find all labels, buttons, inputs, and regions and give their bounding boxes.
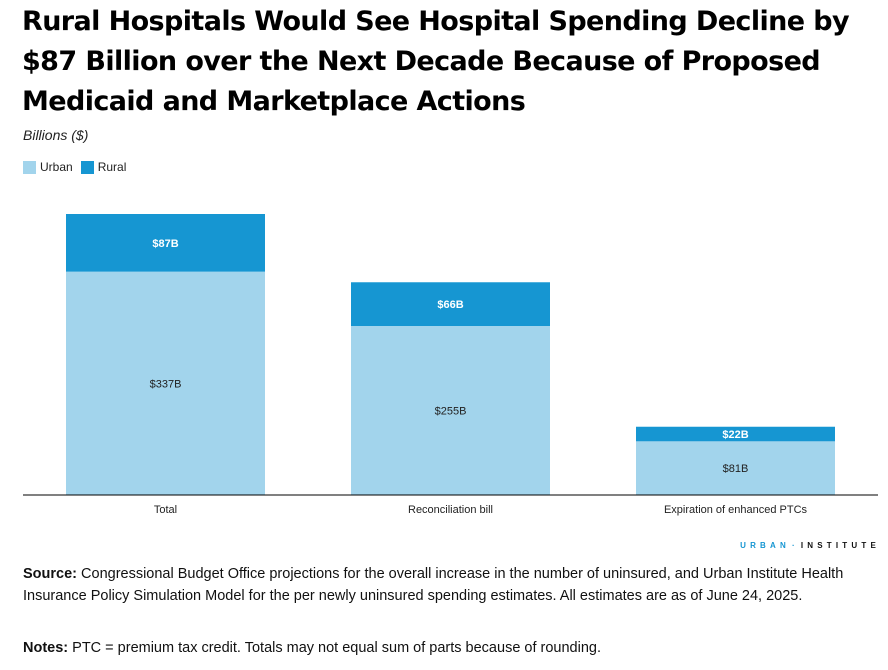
notes-text: PTC = premium tax credit. Totals may not…	[68, 640, 601, 656]
legend-item-urban: Urban	[23, 160, 73, 174]
legend-label-rural: Rural	[97, 160, 127, 174]
data-label-rural-3: $22B	[722, 429, 748, 441]
bar-rural-3	[636, 426, 835, 442]
data-label-urban-3: $81B	[723, 463, 749, 475]
legend-swatch-urban	[23, 160, 36, 174]
bar-chart: $337B $87B Total $255B $66B Reconciliation bi…	[23, 214, 878, 516]
logo-separator: ·	[791, 541, 799, 550]
x-tick-label-1: Total	[154, 504, 177, 516]
bar-rural-2	[351, 282, 550, 327]
bar-urban-3	[636, 441, 835, 495]
y-axis-label: Billions ($)	[23, 127, 89, 143]
source-text: Congressional Budget Office projections …	[23, 566, 844, 604]
logo-part-institute: INSTITUTE	[800, 541, 880, 550]
bar-urban-1	[66, 271, 265, 495]
source-note: Source: Congressional Budget Office proj…	[23, 563, 868, 607]
x-tick-label-2: Reconciliation bill	[408, 504, 493, 516]
data-label-rural-1: $87B	[152, 238, 178, 250]
legend: Urban Rural	[23, 160, 134, 174]
chart-title: Rural Hospitals Would See Hospital Spend…	[22, 6, 850, 117]
legend-label-urban: Urban	[40, 160, 73, 174]
logo-part-urban: URBAN	[740, 541, 790, 550]
legend-swatch-rural	[80, 160, 94, 174]
legend-item-rural: Rural	[80, 160, 127, 174]
data-label-rural-2: $66B	[437, 299, 463, 311]
data-label-urban-1: $337B	[150, 378, 182, 390]
source-label: Source:	[23, 566, 77, 582]
urban-institute-logo: URBAN · INSTITUTE	[740, 541, 880, 550]
notes: Notes: PTC = premium tax credit. Totals …	[23, 637, 868, 659]
x-tick-label-3: Expiration of enhanced PTCs	[664, 504, 808, 516]
notes-label: Notes:	[23, 640, 69, 656]
bar-rural-1	[66, 214, 265, 272]
data-label-urban-2: $255B	[435, 406, 467, 418]
bar-urban-2	[351, 326, 550, 495]
